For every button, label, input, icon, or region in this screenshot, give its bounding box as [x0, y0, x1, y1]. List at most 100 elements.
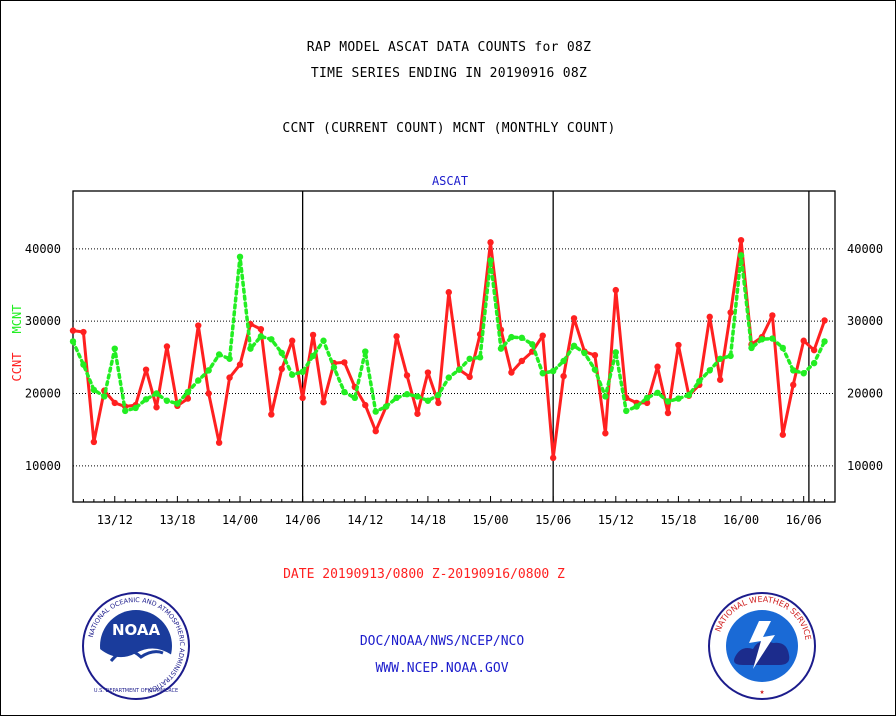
- mcnt-data-point: [111, 345, 118, 352]
- y-axis-label-ccnt: CCNT: [10, 353, 24, 382]
- ccnt-data-point: [591, 351, 599, 359]
- y-tick-label-right: 20000: [847, 387, 883, 401]
- noaa-logo: NOAA NATIONAL OCEANIC AND ATMOSPHERIC AD…: [82, 592, 190, 700]
- mcnt-data-point: [215, 351, 223, 358]
- ccnt-data-point: [466, 373, 473, 381]
- mcnt-data-point: [623, 407, 630, 415]
- ccnt-data-point: [779, 431, 787, 438]
- mcnt-data-point: [351, 394, 359, 402]
- ccnt-data-point: [205, 390, 212, 397]
- figure-title-line2: TIME SERIES ENDING IN 20190916 08Z: [310, 66, 588, 81]
- nws-logo: NATIONAL WEATHER SERVICE ★: [708, 592, 816, 700]
- mcnt-data-point: [184, 388, 192, 396]
- ccnt-data-point: [810, 346, 818, 354]
- x-tick-label: 13/18: [159, 513, 195, 527]
- mcnt-data-point: [529, 341, 536, 348]
- mcnt-data-point: [299, 368, 306, 376]
- ccnt-data-point: [570, 315, 578, 322]
- mcnt-data-point: [487, 257, 494, 264]
- ccnt-data-point: [289, 337, 296, 344]
- x-tick-label: 16/06: [786, 513, 822, 527]
- ccnt-data-point: [602, 430, 609, 437]
- y-tick-label-left: 20000: [25, 387, 61, 401]
- ccnt-data-point: [80, 328, 87, 336]
- ccnt-data-point: [414, 410, 421, 417]
- mcnt-data-point: [268, 336, 275, 343]
- mcnt-data-point: [758, 336, 766, 343]
- mcnt-data-point: [278, 349, 285, 357]
- mcnt-data-point: [779, 344, 787, 352]
- mcnt-data-point: [205, 367, 212, 374]
- x-tick-label: 14/00: [222, 513, 258, 527]
- mcnt-data-point: [466, 355, 473, 362]
- mcnt-data-point: [560, 357, 567, 365]
- ccnt-data-point: [821, 317, 828, 324]
- mcnt-data-point: [748, 344, 755, 352]
- ccnt-data-point: [142, 366, 150, 373]
- mcnt-data-point: [80, 361, 87, 368]
- figure-legend-description: CCNT (CURRENT COUNT) MCNT (MONTHLY COUNT…: [282, 121, 616, 136]
- x-tick-label: 14/06: [285, 513, 321, 527]
- noaa-logo-wordmark: NOAA: [112, 621, 161, 639]
- x-tick-label: 13/12: [97, 513, 133, 527]
- ccnt-data-point: [393, 333, 400, 340]
- mcnt-data-point: [414, 393, 421, 400]
- mcnt-data-point: [372, 408, 379, 415]
- mcnt-data-point: [549, 367, 557, 375]
- mcnt-data-point: [309, 352, 317, 360]
- ccnt-data-point: [424, 369, 432, 376]
- mcnt-data-point: [341, 388, 348, 396]
- mcnt-data-point: [476, 354, 484, 361]
- y-axis-label: CCNT MCNT: [10, 305, 24, 382]
- ccnt-data-point: [268, 411, 275, 418]
- mcnt-data-point: [403, 391, 411, 398]
- mcnt-data-point: [320, 337, 327, 344]
- ccnt-data-point: [435, 399, 442, 407]
- ccnt-data-point: [445, 289, 452, 296]
- mcnt-data-point: [518, 334, 526, 342]
- mcnt-data-point: [90, 386, 98, 394]
- mcnt-data-point: [132, 404, 139, 412]
- org-label: DOC/NOAA/NWS/NCEP/NCO: [359, 634, 525, 649]
- ccnt-data-point: [706, 313, 713, 321]
- website-link[interactable]: WWW.NCEP.NOAA.GOV: [375, 661, 509, 676]
- ccnt-data-point: [675, 341, 682, 349]
- ccnt-data-point: [403, 372, 411, 379]
- mcnt-data-point: [445, 374, 452, 381]
- mcnt-data-point: [769, 335, 776, 342]
- mcnt-data-point: [362, 348, 369, 355]
- axis-layer: 10000 10000 20000 20000 30000 30000 40000 40000…: [25, 190, 883, 527]
- mcnt-data-point: [330, 364, 338, 371]
- ccnt-data-point: [153, 404, 160, 411]
- ccnt-data-point: [508, 369, 515, 376]
- mcnt-data-point: [800, 370, 807, 377]
- mcnt-data-point: [153, 390, 160, 397]
- ccnt-data-point: [278, 365, 285, 373]
- mcnt-data-point: [382, 403, 390, 410]
- mcnt-data-point: [643, 394, 651, 402]
- mcnt-data-point: [685, 391, 693, 399]
- ccnt-data-point: [215, 439, 223, 446]
- ccnt-data-point: [560, 372, 567, 380]
- ccnt-data-point: [184, 395, 192, 402]
- plot-frame: [72, 190, 836, 503]
- mcnt-data-point: [226, 355, 233, 362]
- noaa-bottom-text: U.S. DEPARTMENT OF COMMERCE: [94, 688, 178, 694]
- ccnt-data-point: [226, 374, 233, 381]
- y-tick-label-right: 30000: [847, 314, 883, 328]
- ccnt-data-point: [654, 363, 661, 370]
- series-layer: [69, 236, 828, 462]
- mcnt-data-point: [737, 252, 745, 259]
- ccnt-data-point: [487, 239, 494, 246]
- ccnt-data-point: [612, 286, 619, 294]
- mcnt-data-point: [716, 355, 724, 362]
- ccnt-data-point: [737, 236, 745, 244]
- ccnt-data-point: [320, 398, 327, 406]
- mcnt-data-point: [424, 397, 432, 404]
- mcnt-data-point: [602, 393, 609, 400]
- mcnt-data-point: [508, 333, 515, 341]
- ccnt-data-point: [790, 381, 797, 389]
- mcnt-data-point: [101, 393, 108, 400]
- ccnt-data-point: [236, 361, 244, 368]
- y-tick-label-left: 30000: [25, 314, 61, 328]
